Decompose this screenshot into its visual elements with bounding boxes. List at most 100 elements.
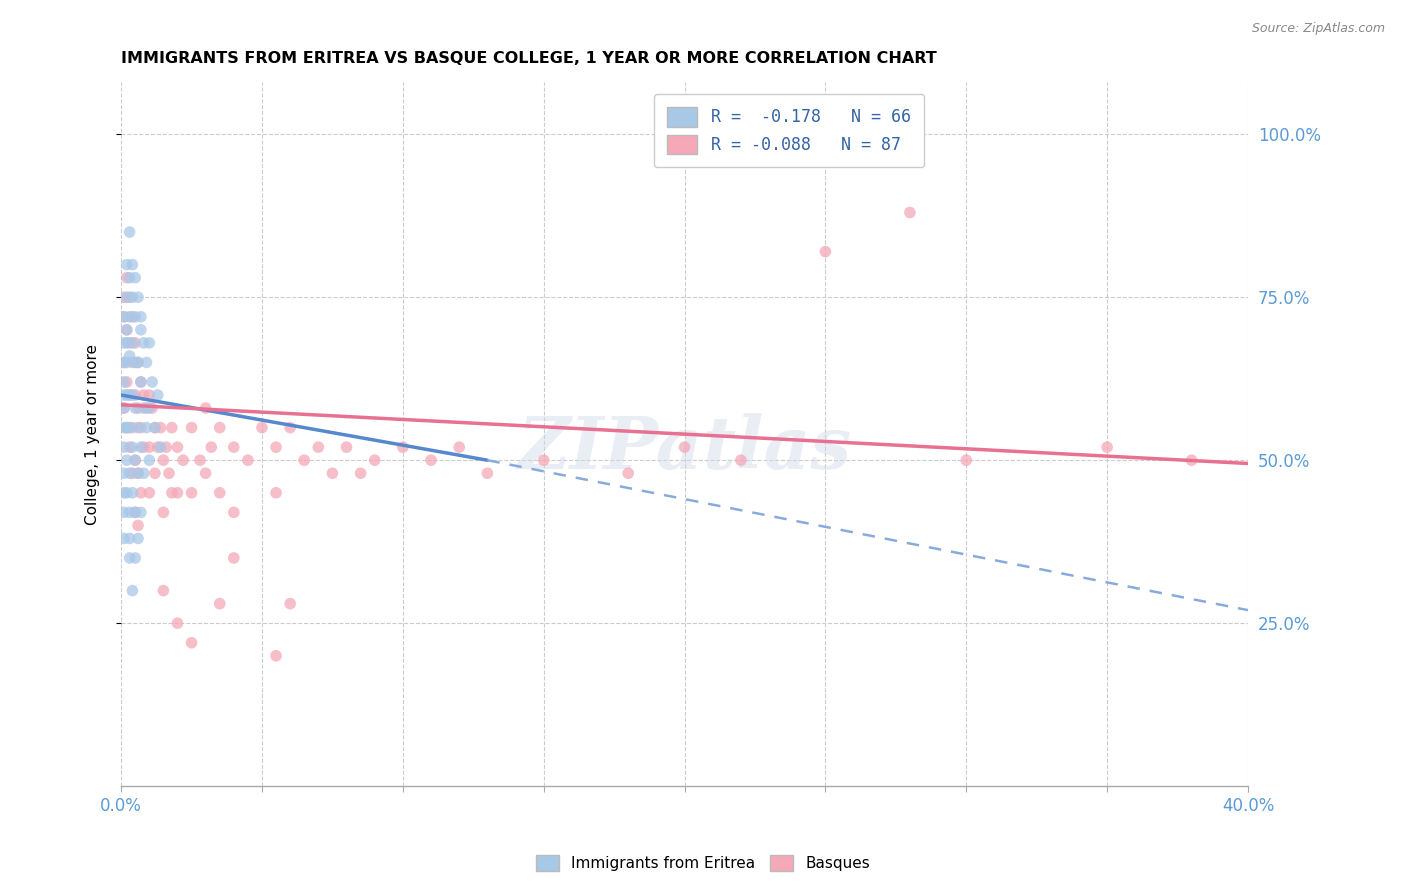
Point xyxy=(118,505,141,519)
Point xyxy=(152,453,174,467)
Point xyxy=(160,420,183,434)
Legend: R =  -0.178   N = 66, R = -0.088   N = 87: R = -0.178 N = 66, R = -0.088 N = 87 xyxy=(654,94,924,168)
Point xyxy=(112,401,135,415)
Point xyxy=(172,453,194,467)
Point xyxy=(1181,453,1204,467)
Point xyxy=(250,420,273,434)
Point xyxy=(121,485,143,500)
Point xyxy=(112,467,135,481)
Point xyxy=(135,420,157,434)
Point xyxy=(157,467,180,481)
Point xyxy=(898,205,921,219)
Point xyxy=(118,225,141,239)
Point xyxy=(118,310,141,324)
Point xyxy=(118,440,141,454)
Point xyxy=(138,388,160,402)
Point xyxy=(124,310,146,324)
Point xyxy=(146,440,169,454)
Text: IMMIGRANTS FROM ERITREA VS BASQUE COLLEGE, 1 YEAR OR MORE CORRELATION CHART: IMMIGRANTS FROM ERITREA VS BASQUE COLLEG… xyxy=(121,51,936,66)
Point xyxy=(349,467,371,481)
Point xyxy=(129,310,152,324)
Point xyxy=(115,453,138,467)
Point xyxy=(143,467,166,481)
Point xyxy=(124,453,146,467)
Point xyxy=(138,440,160,454)
Point xyxy=(121,467,143,481)
Point xyxy=(141,401,163,415)
Point xyxy=(121,335,143,350)
Point xyxy=(115,375,138,389)
Point xyxy=(135,401,157,415)
Point xyxy=(118,467,141,481)
Point xyxy=(129,485,152,500)
Point xyxy=(132,335,155,350)
Point xyxy=(121,290,143,304)
Point xyxy=(118,349,141,363)
Point xyxy=(155,440,177,454)
Point xyxy=(121,388,143,402)
Point xyxy=(121,420,143,434)
Point xyxy=(194,467,217,481)
Point xyxy=(121,355,143,369)
Point xyxy=(814,244,837,259)
Point xyxy=(112,420,135,434)
Point xyxy=(127,467,149,481)
Point xyxy=(264,485,287,500)
Point xyxy=(118,270,141,285)
Point xyxy=(533,453,555,467)
Point xyxy=(118,388,141,402)
Point xyxy=(222,551,245,566)
Point xyxy=(264,648,287,663)
Point xyxy=(115,420,138,434)
Point xyxy=(127,355,149,369)
Point xyxy=(132,440,155,454)
Point xyxy=(135,355,157,369)
Point xyxy=(955,453,977,467)
Point xyxy=(127,290,149,304)
Point xyxy=(112,355,135,369)
Point xyxy=(127,420,149,434)
Point xyxy=(127,518,149,533)
Point xyxy=(115,258,138,272)
Point xyxy=(194,401,217,415)
Point xyxy=(124,401,146,415)
Point xyxy=(112,505,135,519)
Point xyxy=(335,440,357,454)
Point xyxy=(124,388,146,402)
Point xyxy=(124,453,146,467)
Point xyxy=(292,453,315,467)
Point xyxy=(118,388,141,402)
Point xyxy=(143,420,166,434)
Point xyxy=(124,335,146,350)
Point xyxy=(132,388,155,402)
Point xyxy=(115,323,138,337)
Point xyxy=(112,335,135,350)
Point xyxy=(420,453,443,467)
Point xyxy=(129,375,152,389)
Point xyxy=(127,532,149,546)
Point xyxy=(129,420,152,434)
Point xyxy=(118,420,141,434)
Point xyxy=(118,551,141,566)
Point xyxy=(112,532,135,546)
Point xyxy=(115,420,138,434)
Point xyxy=(200,440,222,454)
Point xyxy=(149,440,172,454)
Point xyxy=(477,467,499,481)
Point xyxy=(124,270,146,285)
Point xyxy=(112,388,135,402)
Point xyxy=(188,453,211,467)
Point xyxy=(208,485,231,500)
Legend: Immigrants from Eritrea, Basques: Immigrants from Eritrea, Basques xyxy=(530,849,876,877)
Point xyxy=(138,401,160,415)
Point xyxy=(236,453,259,467)
Point xyxy=(112,375,135,389)
Point xyxy=(127,401,149,415)
Point xyxy=(112,310,135,324)
Text: ZIPatlas: ZIPatlas xyxy=(517,413,852,483)
Point xyxy=(222,505,245,519)
Point xyxy=(222,440,245,454)
Point xyxy=(115,388,138,402)
Point xyxy=(118,532,141,546)
Point xyxy=(118,290,141,304)
